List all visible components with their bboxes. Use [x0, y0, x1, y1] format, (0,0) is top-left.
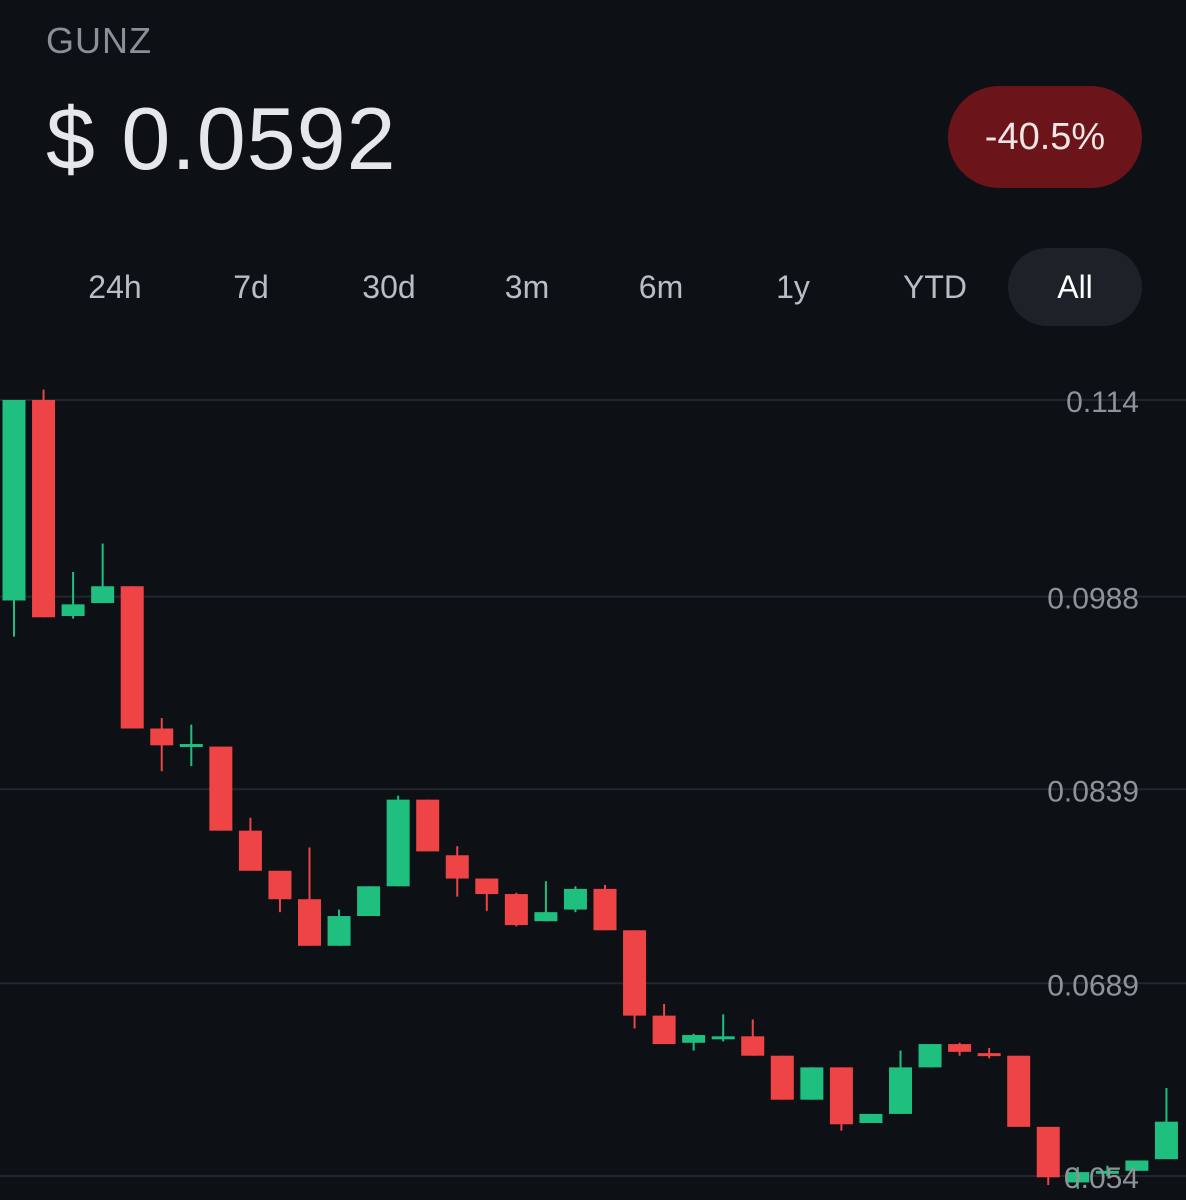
candle-up — [91, 586, 115, 604]
candle-up — [918, 1044, 942, 1068]
tab-30d[interactable]: 30d — [362, 268, 416, 305]
candle-down — [298, 899, 321, 946]
tab-7d[interactable]: 7d — [233, 268, 269, 305]
tab-ytd[interactable]: YTD — [903, 268, 967, 305]
candle-down — [977, 1053, 1001, 1057]
ticker-symbol: GUNZ — [46, 20, 152, 61]
candle-down — [445, 855, 469, 879]
candle-up — [889, 1067, 912, 1114]
candle-up — [1095, 1170, 1119, 1174]
candle-up — [2, 400, 26, 601]
tab-1y[interactable]: 1y — [776, 268, 810, 305]
candle-down — [504, 894, 528, 926]
candle-down — [238, 830, 262, 871]
current-price: $ 0.0592 — [46, 89, 397, 188]
candle-up — [1125, 1160, 1149, 1171]
candle-down — [209, 746, 233, 831]
candle-down — [623, 930, 647, 1016]
candle-up — [1154, 1121, 1178, 1160]
candle-up — [1066, 1172, 1090, 1183]
candle-down — [948, 1044, 972, 1052]
tab-6m[interactable]: 6m — [638, 268, 684, 305]
candle-up — [534, 912, 558, 922]
candle-down — [770, 1055, 794, 1100]
candlestick-chart[interactable]: 0.114 0.0988 0.0839 0.0689 0.054 — [0, 340, 1186, 1200]
candle-up — [682, 1035, 706, 1043]
y-tick-label: 0.114 — [1066, 386, 1139, 419]
candle-down — [32, 400, 56, 618]
candle-down — [475, 878, 499, 895]
candle-up — [711, 1036, 735, 1040]
candle-down — [829, 1067, 853, 1125]
y-tick-label: 0.0988 — [1047, 583, 1139, 616]
candle-up — [859, 1113, 883, 1123]
tab-3m[interactable]: 3m — [504, 268, 550, 305]
y-tick-label: 0.054 — [1064, 1162, 1139, 1195]
candle-down — [1007, 1055, 1031, 1127]
candle-up — [179, 744, 203, 748]
y-tick-label: 0.0689 — [1047, 969, 1139, 1002]
candle-down — [652, 1015, 676, 1045]
candle-down — [416, 799, 440, 852]
candle-up — [800, 1067, 824, 1100]
candle-down — [268, 870, 292, 900]
candle-up — [357, 886, 381, 917]
candle-down — [150, 728, 174, 746]
y-tick-label: 0.0839 — [1047, 775, 1139, 808]
candle-down — [120, 586, 144, 729]
candle-up — [386, 799, 410, 887]
candle-up — [563, 888, 587, 910]
candle-down — [741, 1036, 765, 1056]
timeframe-tabs: 24h 7d 30d 3m 6m 1y YTD All — [46, 248, 1142, 326]
tab-24h[interactable]: 24h — [88, 268, 142, 305]
candle-down — [1036, 1126, 1060, 1178]
tab-all[interactable]: All — [1008, 248, 1142, 326]
candle-up — [61, 604, 85, 616]
price-change-badge: -40.5% — [948, 86, 1142, 188]
candle-up — [327, 916, 351, 946]
candle-down — [593, 888, 617, 931]
